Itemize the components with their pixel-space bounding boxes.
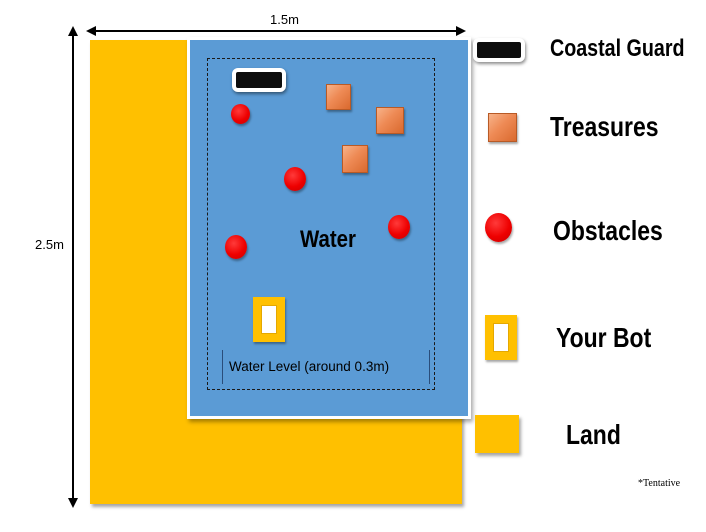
width-arrow-line — [92, 30, 460, 32]
legend-label-land: Land — [566, 419, 621, 450]
obstacle-marker — [225, 235, 247, 259]
obstacle-marker — [388, 215, 410, 239]
bot-marker — [253, 297, 285, 342]
height-arrow-bottom-head — [68, 498, 78, 508]
height-arrow-line — [72, 32, 74, 502]
obstacle-marker — [231, 104, 250, 124]
water-level-label: Water Level (around 0.3m) — [229, 359, 390, 374]
bot-icon — [485, 315, 517, 360]
legend-label-treasures: Treasures — [550, 111, 659, 142]
water-level-box — [222, 350, 430, 384]
treasure-marker — [342, 145, 368, 173]
height-arrow-top-head — [68, 26, 78, 36]
tentative-note: *Tentative — [638, 478, 681, 489]
width-dimension — [86, 24, 466, 38]
legend-label-your-bot: Your Bot — [556, 322, 652, 353]
width-arrow-right-head — [456, 26, 466, 36]
height-dimension — [66, 26, 80, 508]
obstacle-marker — [284, 167, 306, 191]
legend-label-coastal-guard: Coastal Guard — [550, 35, 685, 62]
treasure-marker — [376, 107, 404, 134]
bot-marker-inner — [259, 303, 279, 336]
treasure-icon — [488, 113, 517, 142]
water-level-boundary — [207, 58, 435, 390]
coastal-guard-icon — [473, 38, 525, 62]
land-icon — [475, 415, 519, 453]
width-arrow-left-head — [86, 26, 96, 36]
height-label: 2.5m — [34, 236, 65, 253]
width-label: 1.5m — [268, 12, 301, 27]
bot-icon-inner — [491, 321, 511, 354]
treasure-marker — [326, 84, 351, 110]
obstacle-icon — [485, 213, 512, 242]
legend-label-obstacles: Obstacles — [553, 215, 663, 246]
water-label: Water — [300, 226, 356, 253]
coastal-guard-marker — [232, 68, 286, 92]
